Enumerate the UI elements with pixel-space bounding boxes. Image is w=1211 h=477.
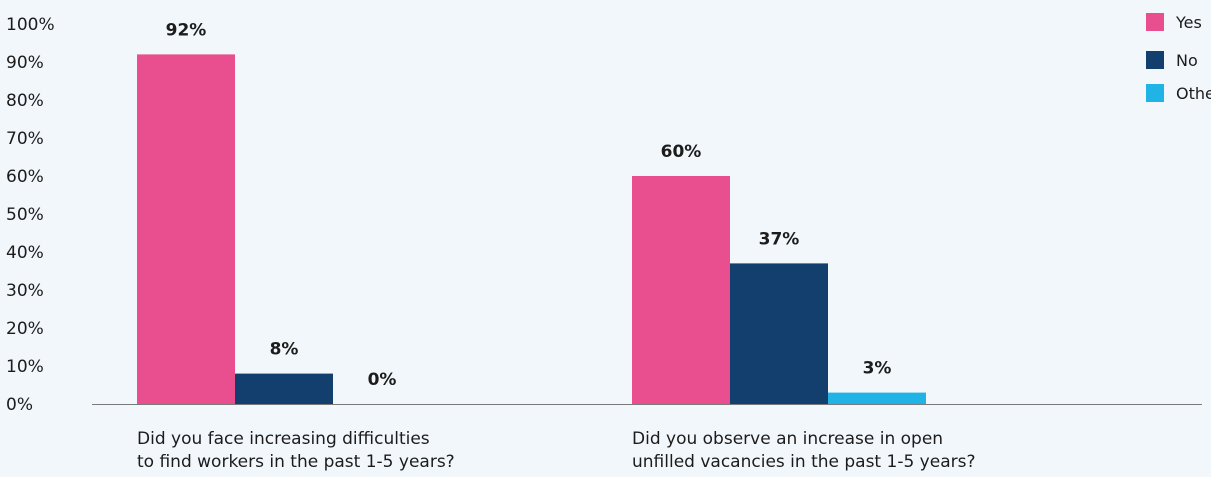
data-label: 37% xyxy=(759,229,800,249)
legend-swatch xyxy=(1146,13,1164,31)
data-label: 0% xyxy=(368,370,397,390)
legend-item-yes: Yes xyxy=(1146,13,1202,32)
legend-swatch xyxy=(1146,84,1164,102)
y-tick-label: 90% xyxy=(6,53,44,73)
legend-label: Other xyxy=(1176,84,1211,103)
data-labels: 92% 60% 8% 37% 0% 3% xyxy=(166,20,892,390)
y-tick-label: 50% xyxy=(6,205,44,225)
y-tick-label: 10% xyxy=(6,357,44,377)
bar-no xyxy=(730,263,828,404)
bar-yes xyxy=(632,176,730,404)
data-label: 92% xyxy=(166,20,207,40)
x-axis: Did you face increasing difficulties to f… xyxy=(137,429,975,472)
y-tick-label: 100% xyxy=(6,15,55,35)
data-label: 60% xyxy=(661,142,702,162)
bar-other xyxy=(828,392,926,404)
bars xyxy=(137,54,926,405)
legend-label: No xyxy=(1176,51,1198,70)
y-tick-label: 40% xyxy=(6,243,44,263)
y-tick-label: 60% xyxy=(6,167,44,187)
legend: Yes No Other xyxy=(1146,13,1211,103)
legend-swatch xyxy=(1146,51,1164,69)
category-label: Did you observe an increase in open unfil… xyxy=(632,429,975,472)
y-tick-label: 30% xyxy=(6,281,44,301)
bar-yes xyxy=(137,54,235,405)
category-label: Did you face increasing difficulties to f… xyxy=(137,429,455,472)
bar-no xyxy=(235,373,333,404)
y-tick-label: 20% xyxy=(6,319,44,339)
y-tick-label: 80% xyxy=(6,91,44,111)
y-axis: 0% 10% 20% 30% 40% 50% 60% 70% 80% 90% 100% xyxy=(6,15,55,415)
data-label: 3% xyxy=(863,359,892,379)
y-tick-label: 0% xyxy=(6,395,33,415)
y-tick-label: 70% xyxy=(6,129,44,149)
legend-label: Yes xyxy=(1175,13,1202,32)
data-label: 8% xyxy=(270,340,299,360)
legend-item-no: No xyxy=(1146,51,1198,70)
legend-item-other: Other xyxy=(1146,84,1211,103)
